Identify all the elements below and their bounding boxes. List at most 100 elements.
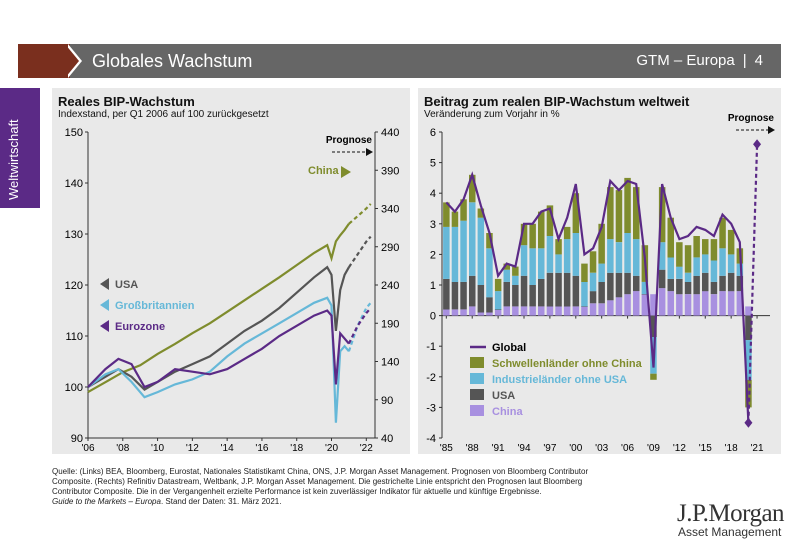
x-tick-label: '22	[360, 443, 373, 454]
bar-segment	[486, 297, 493, 313]
bar-segment	[529, 306, 536, 316]
bar-segment	[615, 297, 623, 316]
bar-segment	[469, 174, 476, 203]
bar-segment	[658, 242, 666, 270]
page-header: Globales Wachstum GTM – Europa | 4	[18, 44, 781, 78]
bar-segment	[624, 294, 631, 316]
bar-segment	[494, 309, 502, 316]
bar-segment	[719, 275, 726, 292]
bar-segment	[633, 275, 640, 292]
bar-segment	[710, 260, 718, 282]
x-tick-label: '15	[699, 443, 712, 454]
bar-segment	[633, 239, 640, 276]
bar-segment	[555, 254, 562, 273]
legend-label-china: China	[308, 165, 339, 177]
x-tick-label: '10	[151, 443, 164, 454]
forecast-arrow-head	[366, 148, 373, 156]
bar-segment	[702, 254, 709, 273]
bar-segment	[469, 202, 476, 276]
y-tick-label: 4	[430, 188, 436, 200]
bar-segment	[494, 309, 502, 310]
bar-segment	[684, 245, 692, 273]
bar-segment	[546, 205, 554, 236]
bar-segment	[520, 245, 528, 276]
bar-segment	[745, 315, 752, 341]
y-tick-label-right: 90	[381, 395, 393, 407]
bar-segment	[538, 306, 545, 316]
bar-segment	[563, 226, 571, 240]
bar-segment	[555, 272, 562, 307]
guide-title: Guide to the Markets – Europa	[52, 497, 161, 506]
data-date: . Stand der Daten: 31. März 2021.	[160, 497, 282, 506]
bar-segment	[719, 291, 726, 316]
bar-segment	[736, 263, 744, 276]
y-tick-label: 6	[430, 127, 436, 139]
x-tick-label: '09	[647, 443, 660, 454]
bar-segment	[650, 315, 657, 337]
legend-label-global: Global	[492, 342, 526, 354]
x-tick-label: '03	[595, 443, 608, 454]
global-forecast-marker	[744, 417, 753, 428]
bar-segment	[693, 236, 700, 258]
global-forecast-line	[747, 144, 759, 423]
bar-segment	[581, 306, 588, 307]
bar-segment	[581, 263, 588, 282]
bar-segment	[451, 211, 459, 227]
bar-segment	[624, 272, 631, 295]
y-tick-label-right: 340	[381, 204, 399, 216]
bar-segment	[658, 288, 666, 316]
y-tick-label-left: 130	[65, 229, 83, 241]
y-tick-label-right: 240	[381, 280, 399, 292]
x-tick-label: '85	[440, 443, 453, 454]
page-title: Globales Wachstum	[92, 51, 253, 71]
left-chart-title: Reales BIP-Wachstum	[58, 94, 195, 109]
bar-segment	[443, 278, 450, 310]
sidebar-label: Weltwirtschaft	[6, 119, 21, 200]
right-chart-title: Beitrag zum realen BIP-Wachstum weltweit	[424, 94, 690, 109]
bar-segment	[607, 187, 614, 240]
y-tick-label: -2	[426, 372, 436, 384]
bar-segment	[494, 278, 502, 292]
bar-segment	[477, 217, 485, 285]
x-tick-label: '21	[751, 443, 764, 454]
bar-segment	[572, 193, 580, 233]
bar-segment	[727, 272, 735, 292]
legend-label: Industrieländer ohne USA	[492, 374, 627, 386]
legend-label-eurozone: Eurozone	[115, 321, 165, 333]
bar-segment	[520, 306, 528, 316]
forecast-arrow-head	[768, 126, 775, 134]
bar-segment	[572, 275, 580, 307]
right-chart-subtitle: Veränderung zum Vorjahr in %	[424, 109, 560, 120]
bar-segment	[460, 220, 467, 282]
y-tick-label: 1	[430, 280, 436, 292]
bar-segment	[624, 233, 631, 273]
stacked-bar-chart: -4 -3 -2 -1 0 1 2 3 4 5 6 '85 '88 '91 '94 '97 '00 '03 '06 '…	[426, 113, 775, 454]
bar-segment	[529, 223, 536, 249]
bar-segment	[598, 223, 605, 264]
source-note: Quelle: (Links) BEA, Bloomberg, Eurostat…	[52, 467, 612, 507]
bar-segment	[624, 177, 631, 233]
bar-segment	[693, 294, 700, 316]
bar-segment	[486, 248, 493, 298]
y-tick-label-right: 190	[381, 318, 399, 330]
bar-segment	[745, 306, 752, 316]
bar-segment	[555, 306, 562, 316]
bar-segment	[460, 199, 467, 221]
series-line-china	[87, 223, 350, 394]
bar-segment	[589, 272, 597, 292]
x-tick-label: '94	[517, 443, 530, 454]
bar-segment	[529, 285, 536, 307]
x-tick-label: '12	[673, 443, 686, 454]
page-number: 4	[754, 52, 763, 69]
bar-segment	[607, 300, 614, 316]
legend-swatch	[470, 357, 484, 368]
legend-label: China	[492, 406, 523, 418]
bar-segment	[581, 306, 588, 316]
bar-segment	[563, 272, 571, 307]
bar-segment	[503, 269, 510, 282]
bar-segment	[719, 217, 726, 249]
bar-segment	[512, 285, 519, 307]
forecast-line-china	[348, 203, 372, 225]
bar-segment	[581, 281, 588, 307]
bar-segment	[658, 187, 666, 243]
